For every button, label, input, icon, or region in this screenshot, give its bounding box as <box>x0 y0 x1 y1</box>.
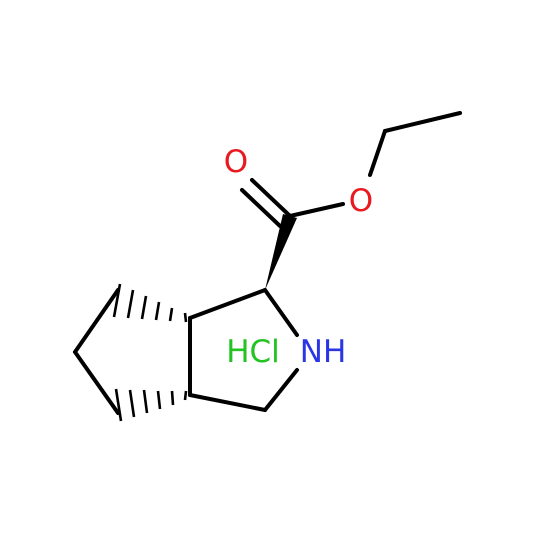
wedge-bond <box>265 214 297 290</box>
atom-label: O <box>349 183 373 219</box>
double-bond <box>250 178 292 218</box>
atom-label: NH <box>300 334 347 370</box>
bond <box>73 350 120 415</box>
bond <box>263 368 299 412</box>
hashed-bond <box>112 283 188 323</box>
bond <box>188 393 267 412</box>
hashed-bond <box>114 388 188 422</box>
bond <box>368 129 387 177</box>
bond <box>383 111 462 133</box>
bond <box>288 202 345 218</box>
bond <box>188 288 267 320</box>
double-bond <box>240 188 282 228</box>
bonds <box>73 111 462 422</box>
atom-label: O <box>224 144 248 180</box>
bond <box>73 288 120 354</box>
salt-label: HCl <box>226 334 280 370</box>
bond <box>263 288 299 337</box>
